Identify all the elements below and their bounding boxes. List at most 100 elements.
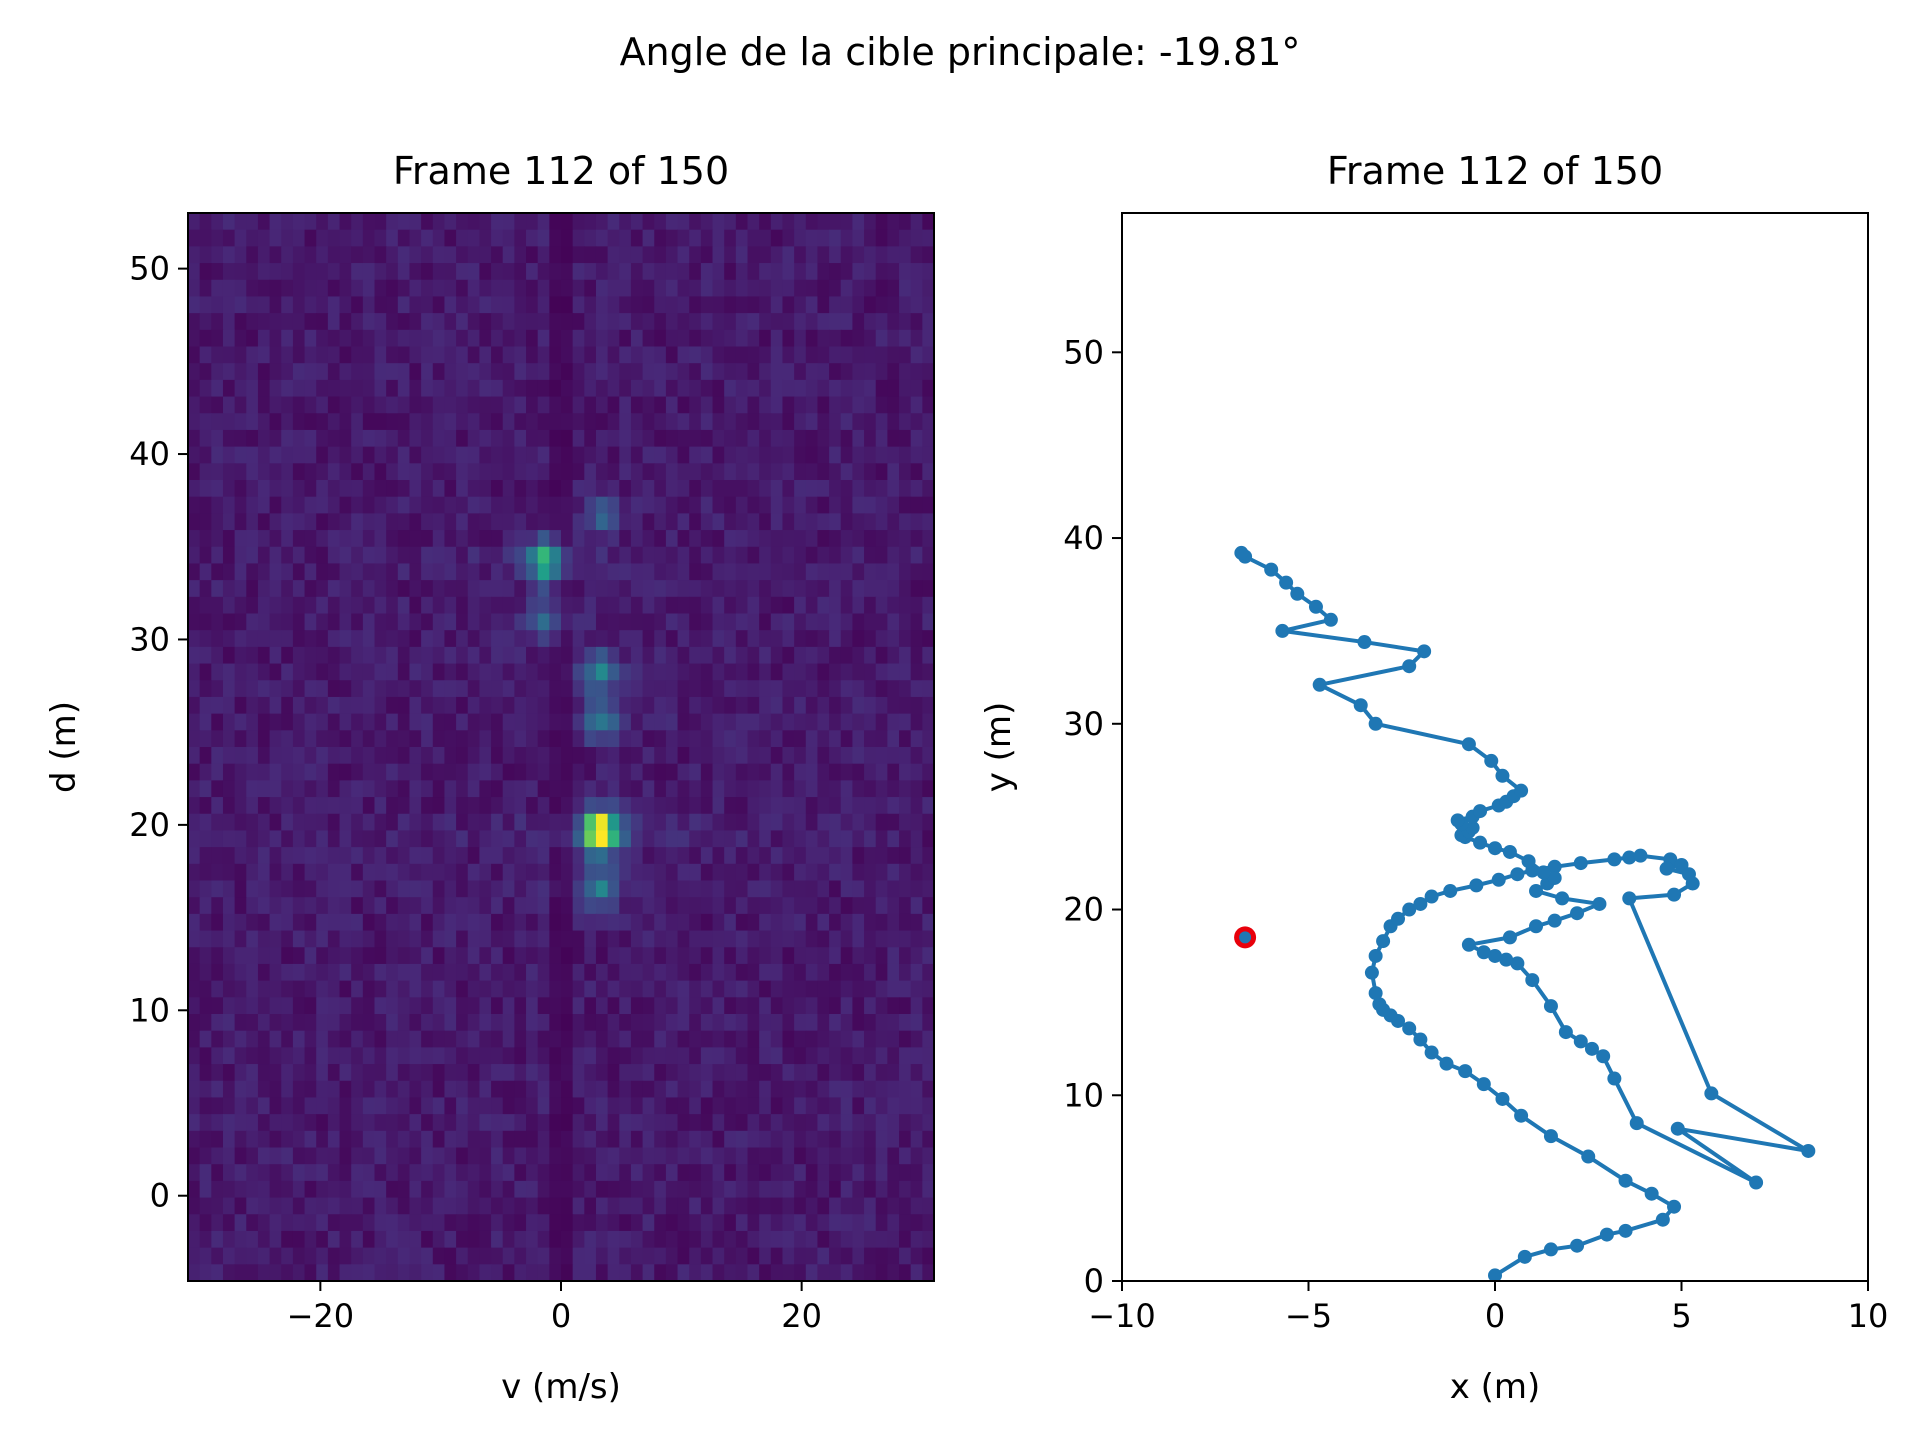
heatmap-cell	[910, 663, 923, 681]
heatmap-cell	[269, 1214, 282, 1232]
heatmap-cell	[642, 863, 655, 882]
heatmap-cell	[537, 1147, 550, 1165]
heatmap-cell	[910, 847, 923, 865]
heatmap-cell	[852, 1130, 865, 1149]
heatmap-cell	[549, 1247, 562, 1265]
heatmap-cell	[222, 1247, 236, 1265]
heatmap-cell	[199, 429, 212, 448]
heatmap-cell	[724, 646, 737, 665]
heatmap-cell	[782, 1030, 795, 1048]
heatmap-cell	[654, 313, 667, 331]
heatmap-cell	[246, 1147, 259, 1165]
heatmap-cell	[794, 1080, 807, 1099]
heatmap-cell	[257, 279, 271, 298]
heatmap-cell	[712, 263, 725, 281]
heatmap-cell	[910, 830, 923, 848]
heatmap-cell	[339, 730, 352, 748]
heatmap-cell	[724, 1230, 737, 1249]
heatmap-cell	[747, 780, 760, 798]
heatmap-cell	[514, 446, 527, 464]
heatmap-cell	[269, 797, 282, 815]
heatmap-cell	[899, 413, 912, 431]
heatmap-cell	[467, 847, 481, 865]
heatmap-cell	[922, 429, 934, 448]
heatmap-cell	[770, 229, 784, 247]
heatmap-cell	[561, 1230, 574, 1249]
heatmap-cell	[479, 413, 492, 431]
heatmap-cell	[362, 747, 376, 765]
heatmap-cell	[351, 296, 364, 314]
heatmap-cell	[759, 480, 772, 498]
heatmap-cell	[852, 263, 865, 281]
heatmap-cell	[409, 863, 422, 882]
heatmap-cell	[794, 1180, 807, 1199]
heatmap-cell	[677, 530, 690, 548]
heatmap-cell	[246, 413, 259, 431]
heatmap-cell	[782, 880, 795, 898]
heatmap-cell	[922, 329, 934, 348]
heatmap-cell	[304, 1114, 317, 1132]
heatmap-cell	[234, 213, 247, 231]
heatmap-cell	[397, 396, 411, 414]
heatmap-cell	[689, 413, 702, 431]
trajectory-point	[1476, 1077, 1491, 1092]
heatmap-cell	[770, 646, 784, 665]
heatmap-cell	[584, 563, 597, 581]
heatmap-cell	[211, 963, 224, 982]
heatmap-cell	[922, 1264, 934, 1281]
heatmap-cell	[222, 396, 236, 414]
heatmap-cell	[595, 780, 609, 798]
heatmap-cell	[374, 229, 387, 247]
heatmap-cell	[817, 1197, 830, 1215]
heatmap-cell	[257, 730, 271, 748]
heatmap-cell	[759, 396, 772, 414]
heatmap-cell	[817, 446, 830, 464]
heatmap-cell	[362, 663, 376, 681]
heatmap-cell	[351, 947, 364, 965]
heatmap-cell	[735, 1180, 749, 1199]
heatmap-cell	[339, 897, 352, 915]
heatmap-cell	[770, 596, 784, 615]
heatmap-cell	[561, 496, 574, 514]
heatmap-cell	[630, 1230, 644, 1249]
trajectory-point	[1353, 698, 1368, 713]
heatmap-cell	[747, 847, 760, 865]
heatmap-cell	[246, 930, 259, 948]
heatmap-cell	[607, 713, 620, 731]
heatmap-cell	[374, 1130, 387, 1149]
heatmap-cell	[246, 1080, 259, 1099]
heatmap-cell	[852, 1047, 865, 1065]
heatmap-cell	[467, 1180, 481, 1199]
heatmap-cell	[432, 346, 446, 364]
heatmap-cell	[246, 863, 259, 882]
heatmap-cell	[397, 429, 411, 448]
trajectory-point	[1279, 575, 1294, 590]
heatmap-cell	[432, 680, 446, 698]
heatmap-cell	[351, 1164, 364, 1182]
heatmap-cell	[689, 229, 702, 247]
heatmap-cell	[537, 496, 550, 514]
heatmap-cell	[386, 279, 399, 298]
heatmap-cell	[805, 1197, 819, 1215]
heatmap-cell	[759, 913, 772, 932]
heatmap-cell	[922, 296, 934, 314]
heatmap-cell	[677, 429, 690, 448]
heatmap-cell	[829, 730, 842, 748]
trajectory-point	[1413, 1032, 1428, 1047]
heatmap-cell	[794, 1197, 807, 1215]
heatmap-cell	[572, 1047, 585, 1065]
heatmap-cell	[619, 913, 632, 932]
heatmap-cell	[327, 530, 341, 548]
heatmap-cell	[794, 980, 807, 998]
heatmap-cell	[479, 1030, 492, 1048]
heatmap-cell	[421, 429, 434, 448]
heatmap-cell	[351, 1047, 364, 1065]
heatmap-cell	[351, 346, 364, 364]
heatmap-cell	[432, 379, 446, 398]
trajectory-point	[1473, 835, 1488, 850]
heatmap-cell	[409, 680, 422, 698]
heatmap-cell	[840, 396, 854, 414]
heatmap-cell	[269, 863, 282, 882]
heatmap-cell	[805, 830, 819, 848]
heatmap-cell	[432, 780, 446, 798]
